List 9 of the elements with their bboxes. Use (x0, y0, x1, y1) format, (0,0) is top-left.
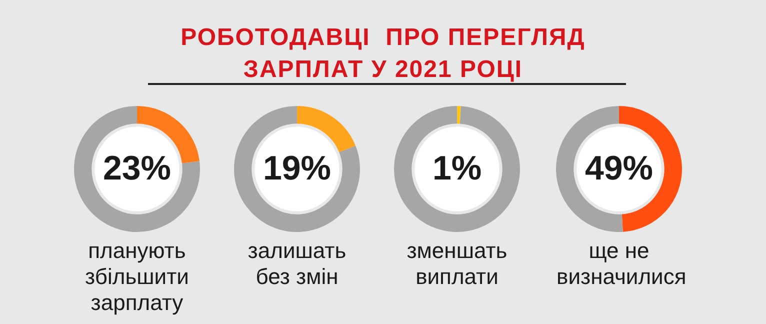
text: залишать без змін (246, 238, 348, 290)
text: РОБОТОДАВЦІ ПРО ПЕРЕГЛЯД ЗАРПЛАТ У 2021 РОЦІ (180, 23, 586, 85)
text: зменшать виплати (406, 238, 508, 290)
data-label: 23% (102, 149, 172, 188)
text: ще не визначилися (556, 238, 686, 290)
data-label: 19% (262, 149, 332, 188)
data-label: 1% (432, 149, 482, 188)
data-label: 49% (584, 149, 654, 188)
text: планують збільшити зарплату (84, 238, 190, 316)
